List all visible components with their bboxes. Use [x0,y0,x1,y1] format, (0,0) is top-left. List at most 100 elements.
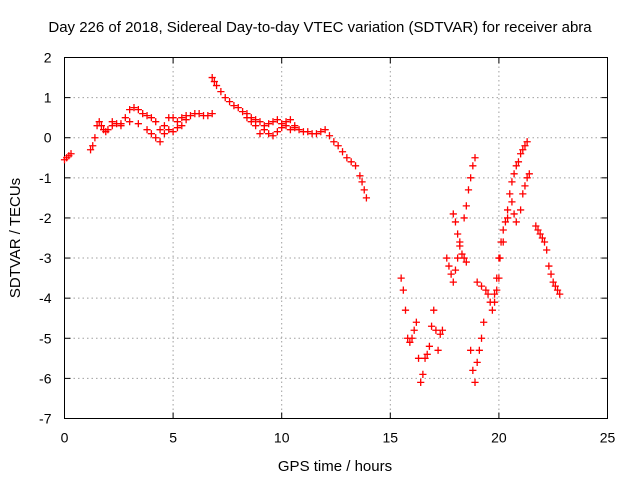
data-point [482,286,490,294]
data-point [545,262,553,270]
data-point [467,346,475,354]
data-point [464,186,473,194]
data-point [208,110,216,118]
data-point [362,194,371,202]
data-point [553,286,562,294]
data-point [195,110,203,118]
data-point [425,342,433,350]
data-point [503,206,512,214]
data-point [427,322,436,330]
data-point [169,114,177,122]
data-point [338,148,347,156]
data-point [147,114,155,122]
data-point [286,126,294,134]
data-point [265,130,273,138]
data-point [317,128,325,136]
data-point [204,112,212,120]
data-point [540,238,549,246]
data-point [451,218,460,226]
y-tick-label: -2 [39,210,52,226]
data-point [549,278,557,286]
data-point [152,134,160,142]
axis-ticks [64,57,608,419]
data-point [212,81,221,90]
data-point [269,132,277,140]
y-tick-label: -1 [39,170,52,186]
data-point [173,118,182,126]
data-point [239,108,247,116]
data-point [508,198,516,206]
data-point [532,222,540,230]
data-point [556,290,564,298]
data-point [438,326,447,334]
data-point [458,250,466,258]
data-point [499,226,507,234]
data-point [445,262,453,270]
data-point [508,178,516,186]
data-point [126,106,134,114]
data-point [401,306,410,314]
data-point [514,158,523,166]
data-point [414,354,423,362]
data-point [291,122,299,130]
data-point [156,138,164,146]
data-point [182,112,190,120]
data-point [517,206,525,214]
data-point [334,142,342,150]
data-point [462,258,470,266]
data-point [104,126,112,134]
data-point [421,354,429,362]
x-axis-label: GPS time / hours [278,458,392,475]
data-point [477,282,486,290]
x-tick-label: 0 [61,430,69,446]
y-tick-label: -7 [39,411,52,427]
x-tick-label: 15 [383,430,399,446]
data-point [471,154,479,162]
data-point [117,120,125,128]
data-point [525,170,533,178]
data-point [454,230,462,238]
data-point [434,346,442,354]
data-point [282,118,290,126]
data-point [89,142,97,150]
data-point [360,186,368,194]
data-point [493,274,501,282]
data-point [460,214,468,222]
data-point [506,190,514,198]
data-point [343,154,351,162]
data-point [95,118,103,126]
data-point [495,254,503,262]
data-point [265,120,273,128]
data-point [475,346,483,354]
data-point [517,150,525,158]
data-point [325,132,334,140]
data-point [488,306,496,314]
data-point [256,130,264,138]
data-point [443,254,451,262]
data-point [143,126,151,134]
data-point [462,202,470,210]
y-tick-label: 1 [44,90,52,106]
data-point [173,124,182,132]
data-point [538,234,546,242]
data-point [160,122,169,130]
y-tick-label: -4 [39,290,52,306]
data-point [449,278,457,286]
data-point [312,130,321,138]
data-point [430,306,438,314]
data-point [156,126,164,134]
data-point [67,150,75,158]
data-point [423,350,431,358]
data-point [139,110,147,118]
data-point [510,210,518,218]
x-tick-label: 25 [600,430,616,446]
x-tick-label: 5 [169,430,177,446]
data-point [86,146,95,154]
data-point [351,162,360,170]
data-point [490,290,499,298]
y-tick-label: -3 [39,250,52,266]
data-point [449,210,457,218]
data-point [273,116,281,124]
data-point [451,266,460,274]
data-point [121,114,129,122]
